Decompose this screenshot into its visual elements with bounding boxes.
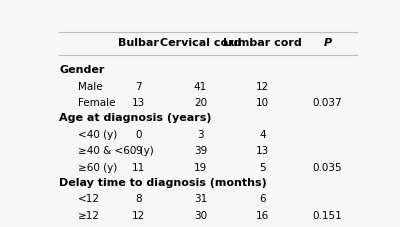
Text: 3: 3: [197, 130, 204, 140]
Text: Cervical cord: Cervical cord: [160, 38, 241, 48]
Text: Age at diagnosis (years): Age at diagnosis (years): [59, 113, 212, 123]
Text: 6: 6: [259, 194, 266, 204]
Text: Bulbar: Bulbar: [118, 38, 159, 48]
Text: 30: 30: [194, 211, 207, 221]
Text: 16: 16: [256, 211, 269, 221]
Text: 41: 41: [194, 82, 207, 92]
Text: Gender: Gender: [59, 65, 105, 75]
Text: Delay time to diagnosis (months): Delay time to diagnosis (months): [59, 178, 267, 188]
Text: Female: Female: [78, 98, 116, 108]
Text: 9: 9: [135, 146, 142, 156]
Text: 12: 12: [256, 82, 269, 92]
Text: 0.035: 0.035: [313, 163, 342, 173]
Text: <12: <12: [78, 194, 100, 204]
Text: 31: 31: [194, 194, 207, 204]
Text: 0.151: 0.151: [312, 211, 342, 221]
Text: 0: 0: [135, 130, 142, 140]
Text: Lumbar cord: Lumbar cord: [223, 38, 302, 48]
Text: 5: 5: [259, 163, 266, 173]
Text: 4: 4: [259, 130, 266, 140]
Text: <40 (y): <40 (y): [78, 130, 117, 140]
Text: ≥12: ≥12: [78, 211, 100, 221]
Text: Male: Male: [78, 82, 102, 92]
Text: 8: 8: [135, 194, 142, 204]
Text: 11: 11: [132, 163, 145, 173]
Text: 7: 7: [135, 82, 142, 92]
Text: 13: 13: [132, 98, 145, 108]
Text: 39: 39: [194, 146, 207, 156]
Text: 10: 10: [256, 98, 269, 108]
Text: P: P: [323, 38, 332, 48]
Text: ≥40 & <60 (y): ≥40 & <60 (y): [78, 146, 154, 156]
Text: 12: 12: [132, 211, 145, 221]
Text: 13: 13: [256, 146, 269, 156]
Text: 0.037: 0.037: [313, 98, 342, 108]
Text: 19: 19: [194, 163, 207, 173]
Text: 20: 20: [194, 98, 207, 108]
Text: ≥60 (y): ≥60 (y): [78, 163, 117, 173]
